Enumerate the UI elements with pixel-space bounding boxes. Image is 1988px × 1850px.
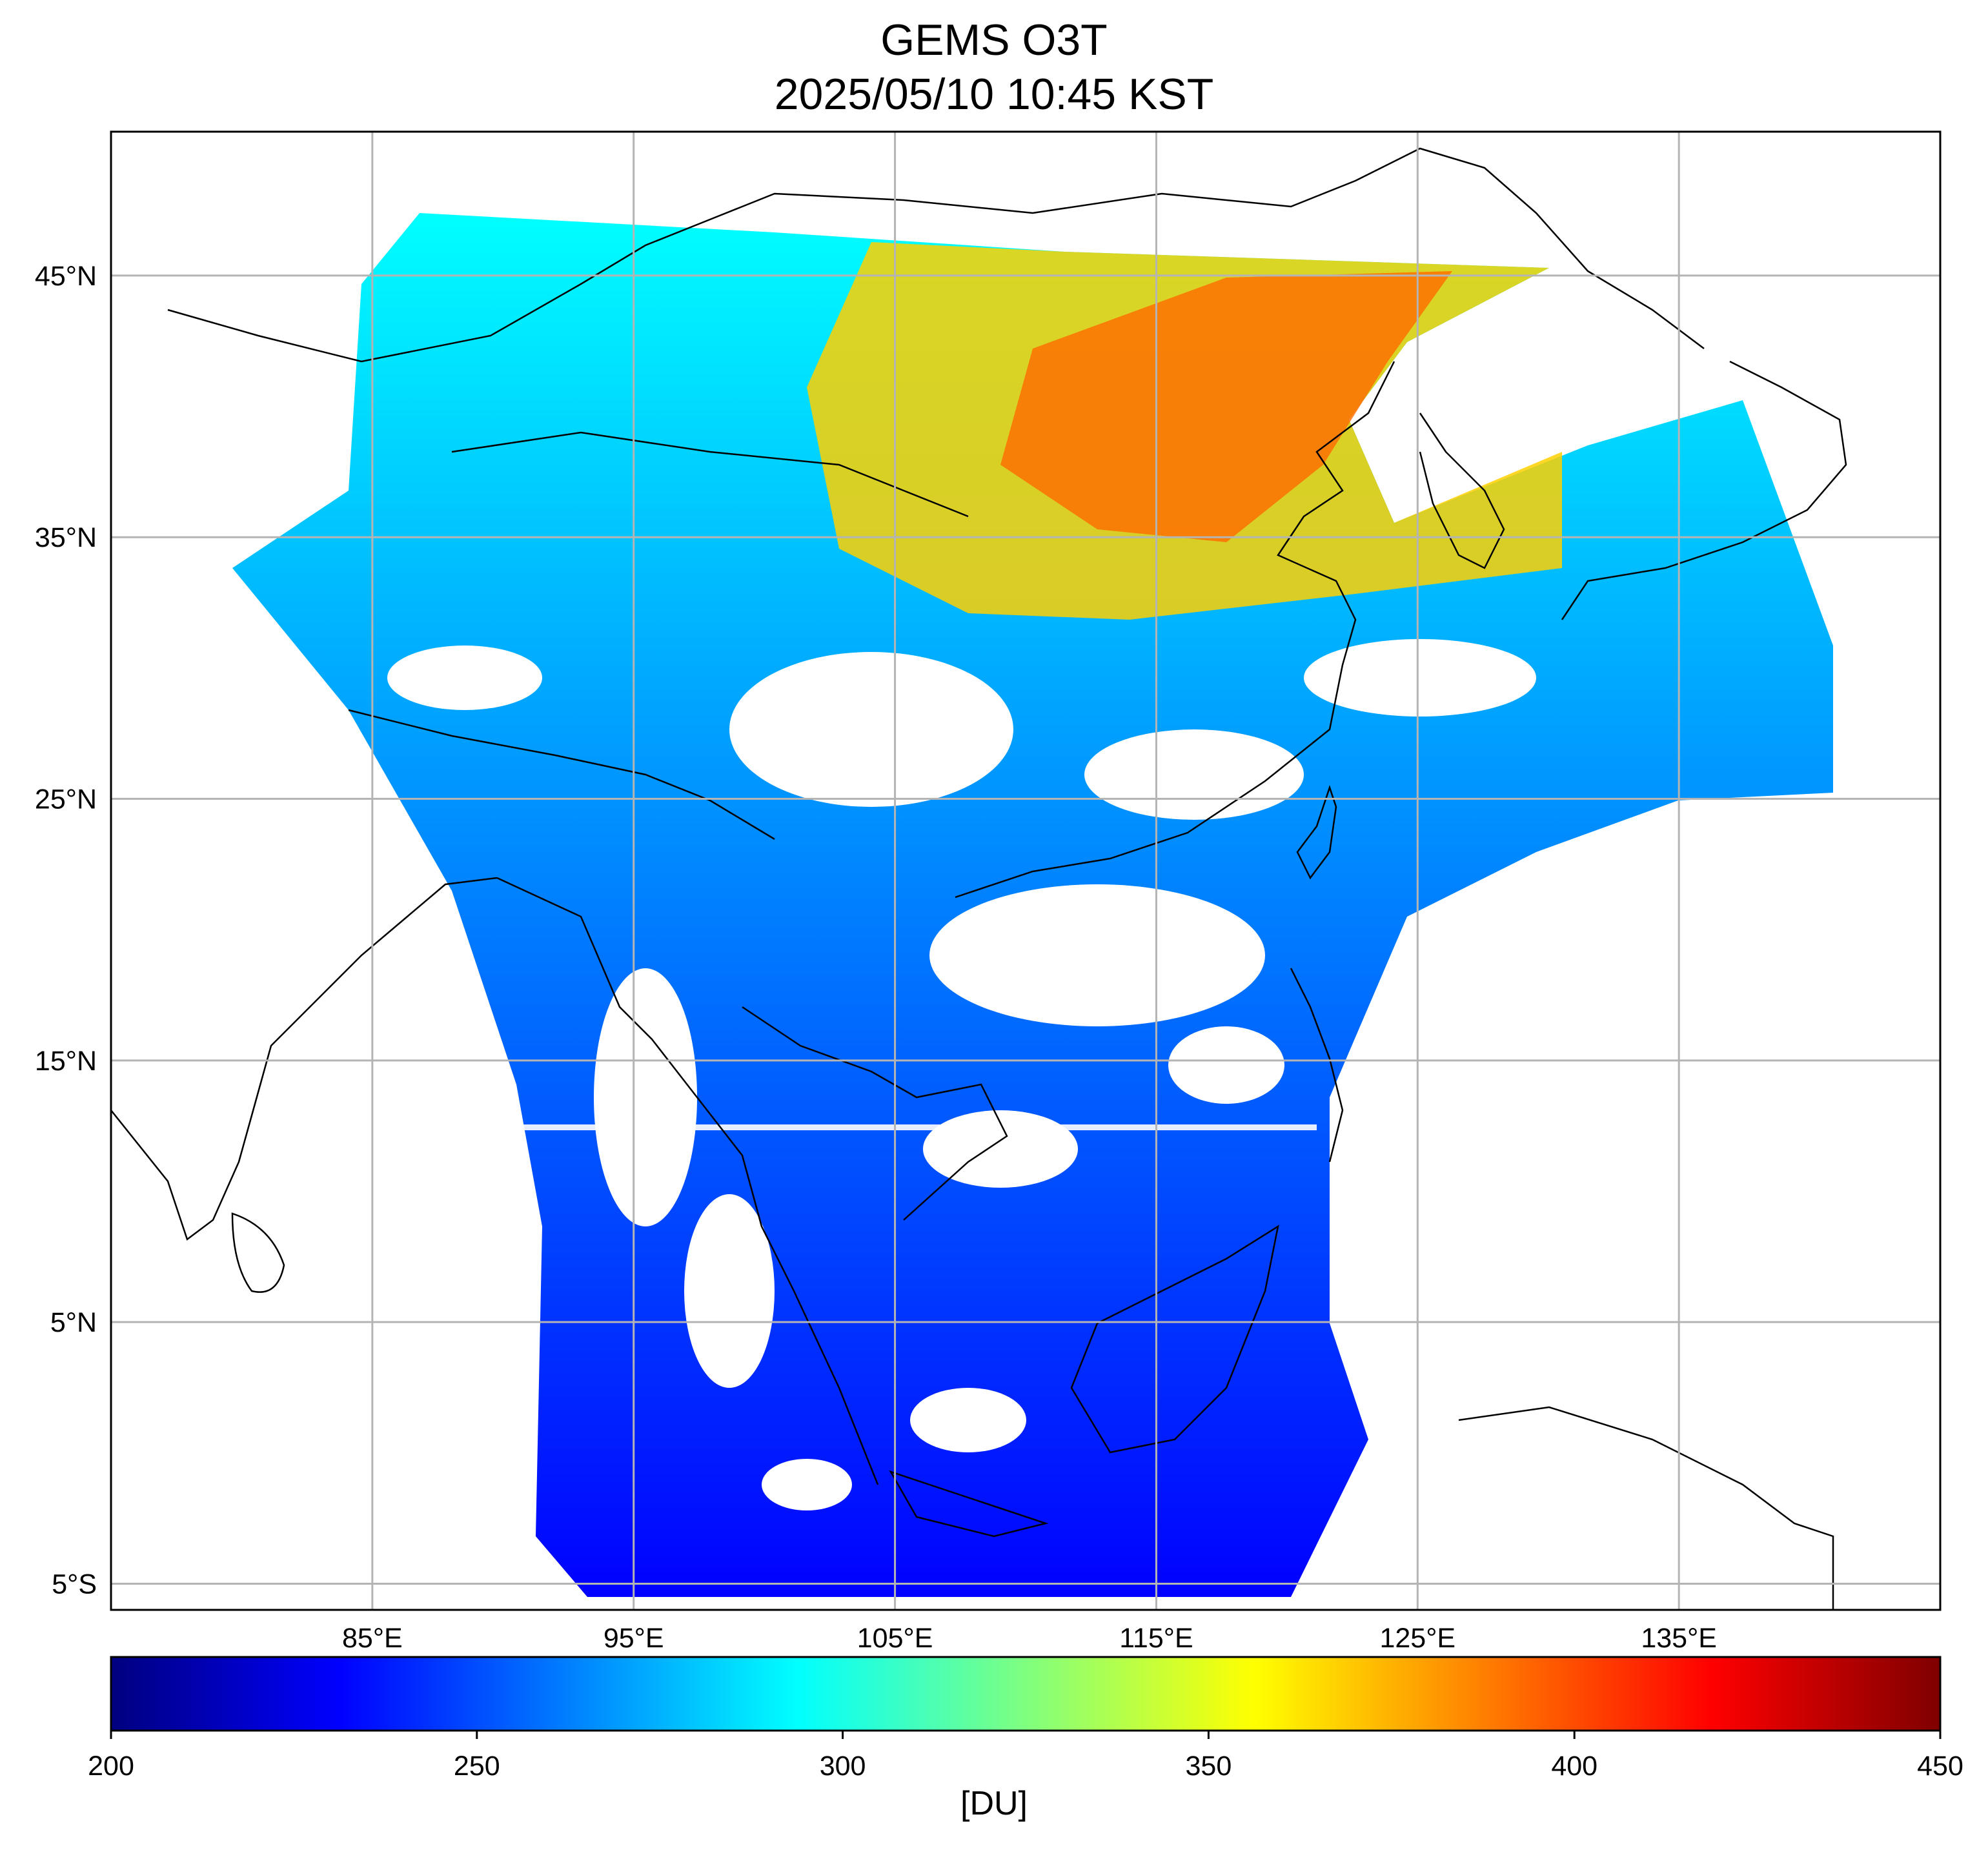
colorbar-tick-label-1: 250: [454, 1751, 500, 1782]
colorbar: [110, 1656, 1942, 1732]
map-title: GEMS O3T: [880, 15, 1108, 65]
lat-tick-label-4: 5°N: [50, 1307, 97, 1338]
lat-tick-label-3: 15°N: [35, 1046, 97, 1077]
colorbar-unit-label: [DU]: [960, 1785, 1028, 1822]
ozone-maximum: [1000, 271, 1452, 542]
colorbar-tick-label-3: 350: [1186, 1751, 1232, 1782]
lon-tick-label-2: 105°E: [857, 1623, 933, 1654]
lat-tick-label-2: 25°N: [35, 784, 97, 815]
lon-tick-label-3: 115°E: [1119, 1623, 1193, 1654]
colorbar-tick-label-0: 200: [88, 1751, 134, 1782]
colorbar-tick-label-2: 300: [820, 1751, 866, 1782]
lon-tick-labels: 85°E 95°E 105°E 115°E 125°E 135°E: [342, 1623, 1717, 1654]
lon-tick-label-4: 125°E: [1379, 1623, 1456, 1654]
lat-tick-label-5: 5°S: [52, 1569, 97, 1600]
data-gap-stripe: [516, 1124, 1317, 1130]
lon-tick-label-0: 85°E: [342, 1623, 403, 1654]
lat-tick-label-0: 45°N: [35, 261, 97, 292]
coastlines: [111, 147, 1847, 1610]
colorbar-tick-label-5: 450: [1917, 1751, 1963, 1782]
lat-tick-labels: 45°N 35°N 25°N 15°N 5°N 5°S: [35, 261, 97, 1600]
colorbar-ticks: 200 250 300 350 400 450: [88, 1731, 1963, 1782]
map-area: [111, 147, 1847, 1610]
lon-tick-label-5: 135°E: [1641, 1623, 1717, 1654]
gridlines: [111, 132, 1940, 1610]
lon-tick-label-1: 95°E: [604, 1623, 664, 1654]
map-frame: [110, 130, 1942, 1611]
lat-tick-label-1: 35°N: [35, 522, 97, 553]
cloud-mask: [387, 639, 1536, 1510]
colorbar-tick-label-4: 400: [1551, 1751, 1598, 1782]
map-subtitle: 2025/05/10 10:45 KST: [774, 70, 1214, 119]
